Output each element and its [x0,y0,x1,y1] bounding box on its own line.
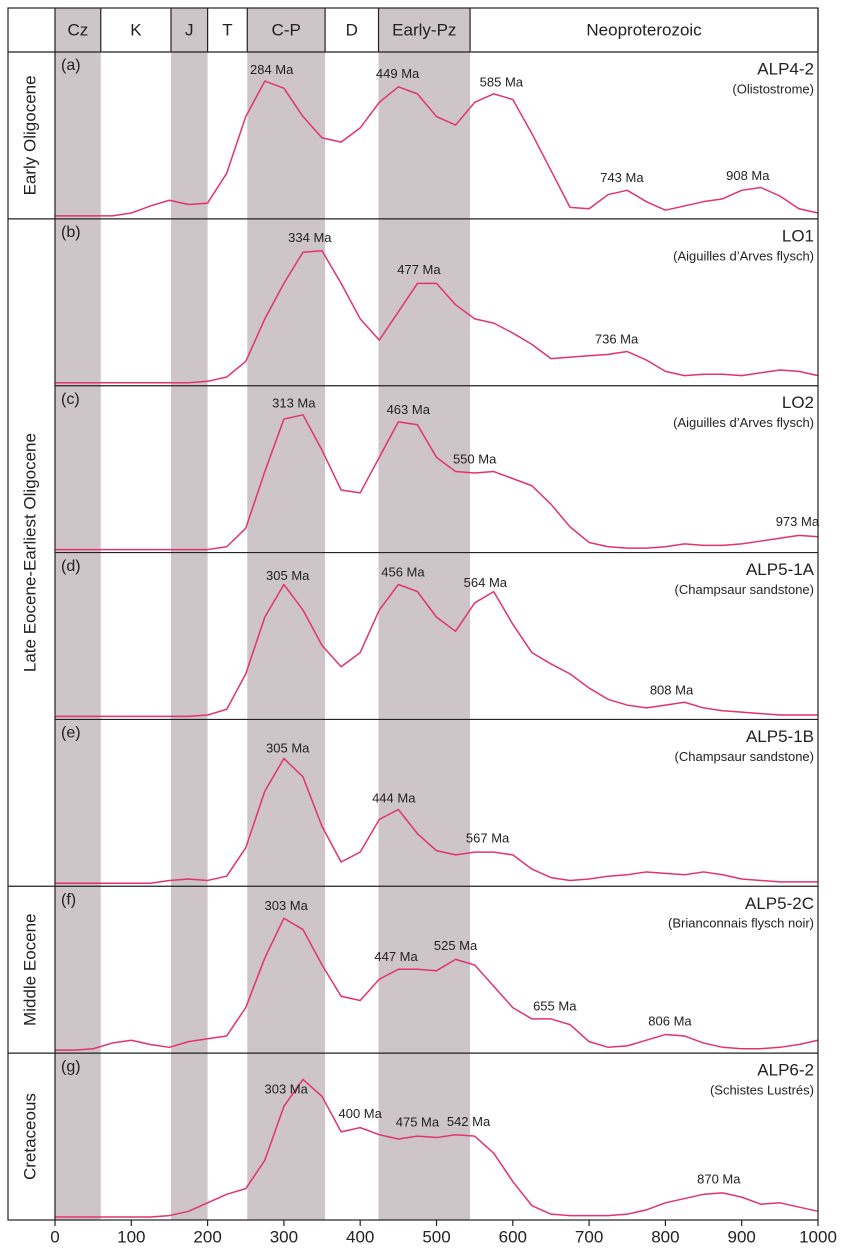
period-label: T [222,20,232,39]
x-tick-label: 100 [117,1227,145,1246]
sample-name: ALP5-2C [745,894,814,913]
period-shade [378,8,471,1220]
sample-name: ALP5-1A [746,560,815,579]
period-label: K [130,20,142,39]
panel-label: (d) [61,558,81,575]
curve-layer [55,80,819,1218]
sample-name: ALP4-2 [757,59,814,78]
kde-curve [55,250,819,384]
period-shade [170,8,208,1220]
peak-label: 477 Ma [397,262,441,277]
kde-curve [55,583,818,718]
peak-label: 313 Ma [272,395,316,410]
peak-label: 655 Ma [533,999,577,1014]
group-label: Cretaceous [20,1093,39,1180]
panel-label: (c) [61,391,80,408]
panel-label: (g) [61,1058,81,1075]
sample-description: (Olistostrome) [732,81,814,96]
sample-description: (Aiguilles d’Arves flysch) [673,415,814,430]
peak-label: 303 Ma [265,1082,309,1097]
x-tick-label: 700 [575,1227,603,1246]
peak-label: 447 Ma [374,949,418,964]
x-tick-label: 300 [270,1227,298,1246]
peak-label: 284 Ma [250,62,294,77]
frame-layer [7,7,819,1226]
peak-label: 908 Ma [726,168,770,183]
x-tick-label: 500 [422,1227,450,1246]
period-label: J [185,20,194,39]
peak-label: 463 Ma [387,402,431,417]
peak-label: 444 Ma [372,790,416,805]
kde-curve [55,917,819,1051]
period-shade [55,8,101,1220]
sample-description: (Champsaur sandstone) [675,582,814,597]
peak-label: 334 Ma [288,230,332,245]
text-layer: Cz K J T C-P D Early-Pz Neoproterozoic Early Oli… [20,20,836,1246]
peak-label: 808 Ma [650,683,694,698]
peak-label: 806 Ma [648,1013,692,1028]
peak-label: 870 Ma [697,1172,741,1187]
outer-frame [7,7,819,1221]
sample-description: (Brianconnais flysch noir) [668,916,814,931]
peak-label: 567 Ma [466,831,510,846]
group-label: Early Oligocene [20,75,39,195]
sample-description: (Schistes Lustrés) [710,1083,814,1098]
peak-label: 550 Ma [453,451,497,466]
shading-layer [55,8,471,1220]
x-tick-label: 200 [193,1227,221,1246]
panel-label: (b) [61,224,81,241]
peak-label: 305 Ma [266,568,310,583]
sample-description: (Aiguilles d’Arves flysch) [673,248,814,263]
panel-label: (e) [61,725,81,742]
panel-label: (a) [61,57,81,74]
peak-label: 400 Ma [339,1106,383,1121]
peak-label: 585 Ma [480,75,524,90]
x-tick-label: 0 [50,1227,59,1246]
panel-label: (f) [61,892,76,909]
sample-name: LO1 [782,226,814,245]
period-label: Neoproterozoic [586,20,702,39]
x-tick-label: 800 [651,1227,679,1246]
period-shade [247,8,326,1220]
kde-curve [55,1078,819,1218]
kde-curve [55,80,819,217]
group-label: Middle Eocene [20,913,39,1025]
sample-name: ALP6-2 [757,1061,814,1080]
x-tick-label: 400 [346,1227,374,1246]
kde-curve [55,414,819,551]
kde-curve [55,757,818,885]
sample-description: (Champsaur sandstone) [675,749,814,764]
x-tick-label: 600 [499,1227,527,1246]
peak-label: 525 Ma [434,938,478,953]
group-label: Late Eocene-Earliest Oligocene [20,433,39,672]
peak-label: 736 Ma [595,332,639,347]
x-tick-label: 900 [728,1227,756,1246]
peak-label: 564 Ma [464,575,508,590]
peak-label: 475 Ma [396,1115,440,1130]
sample-name: LO2 [782,393,814,412]
period-label: Cz [67,20,88,39]
period-label: Early-Pz [392,20,456,39]
peak-label: 973 Ma [776,514,820,529]
period-label: C-P [272,20,301,39]
peak-label: 303 Ma [265,898,309,913]
x-tick-label: 1000 [799,1227,837,1246]
sample-name: ALP5-1B [746,727,814,746]
peak-label: 542 Ma [447,1114,491,1129]
period-label: D [346,20,358,39]
peak-label: 456 Ma [381,565,425,580]
peak-label: 449 Ma [376,66,420,81]
peak-label: 305 Ma [266,741,310,756]
peak-label: 743 Ma [600,170,644,185]
